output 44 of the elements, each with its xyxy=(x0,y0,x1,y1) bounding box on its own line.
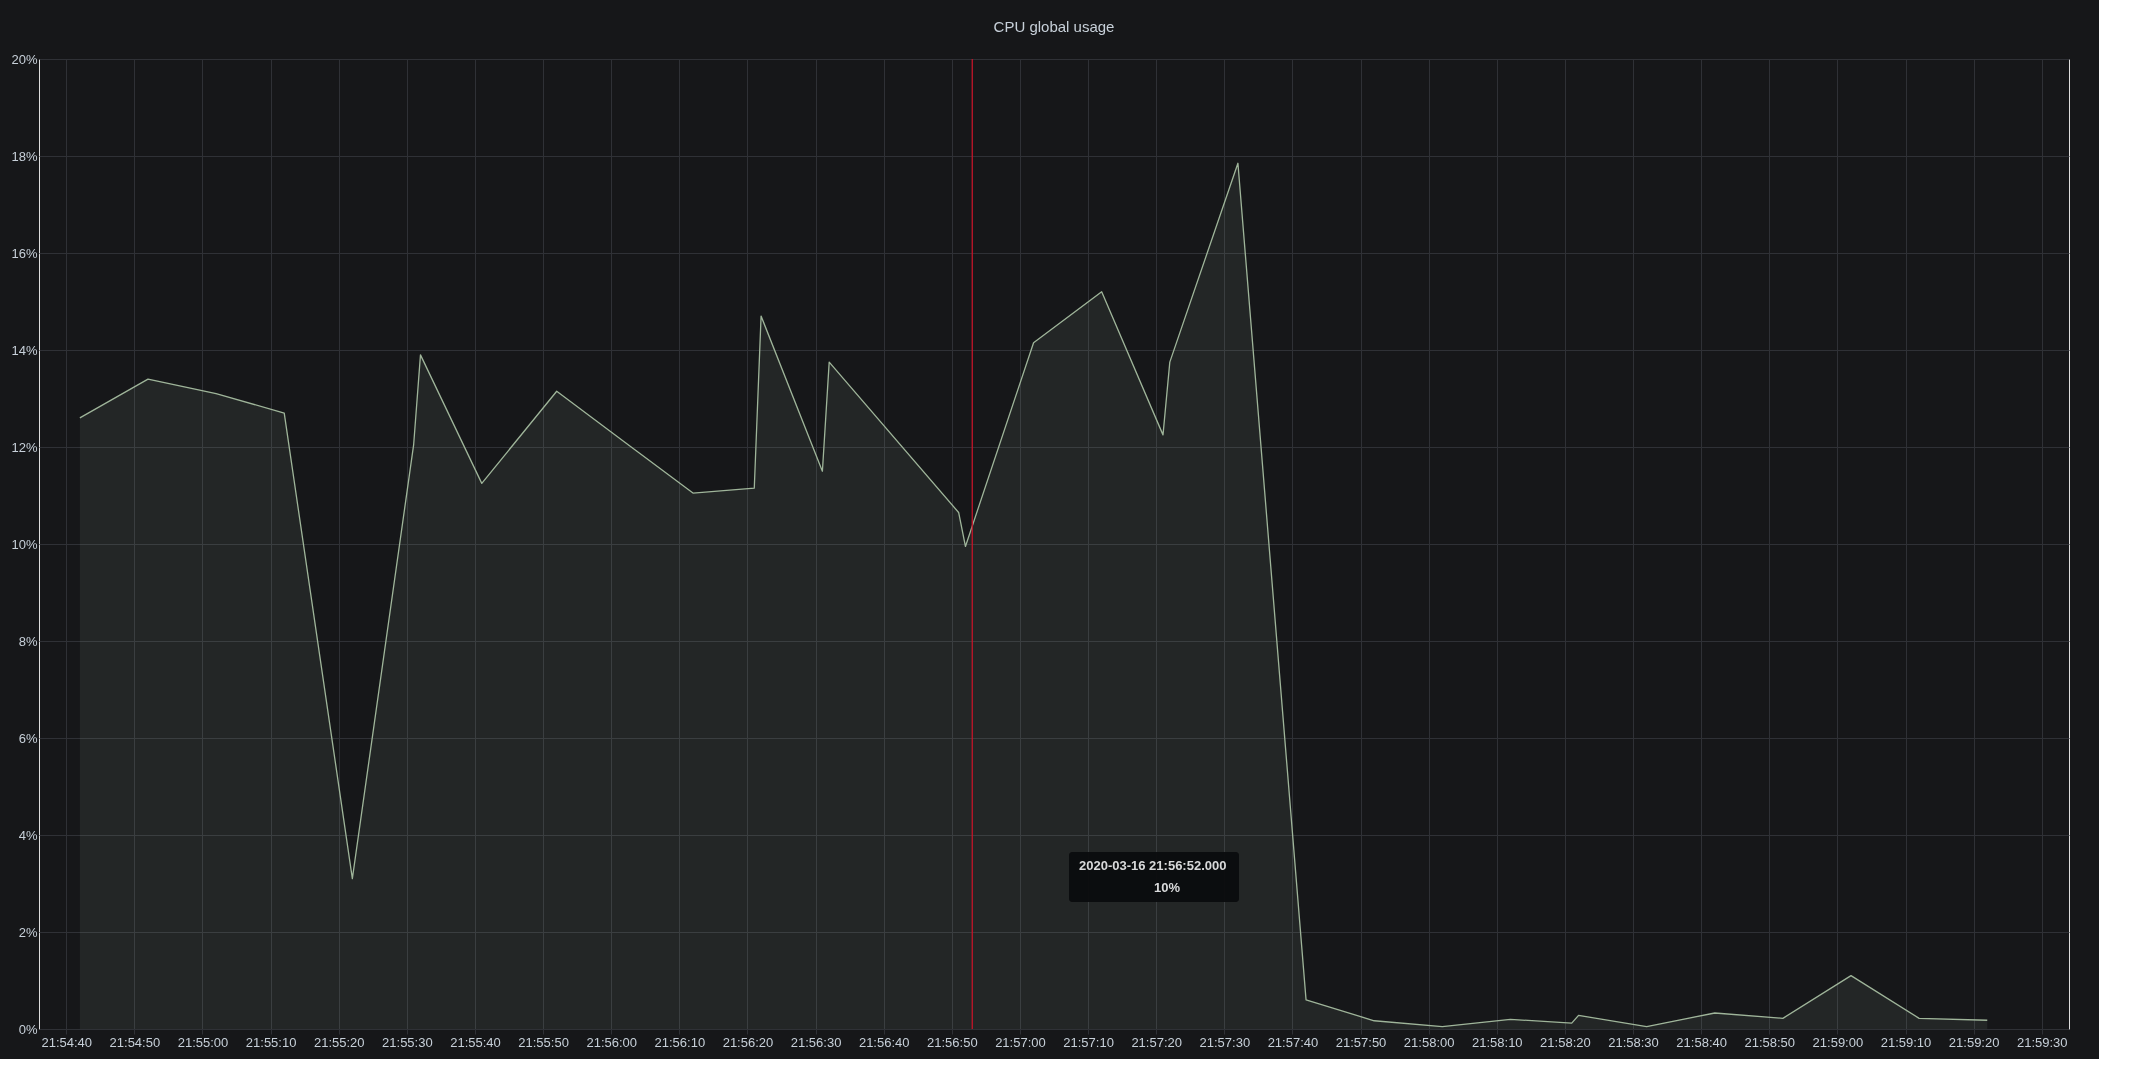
y-tick-label: 0% xyxy=(18,1021,38,1037)
x-tick-label: 21:59:20 xyxy=(1948,1034,2000,1050)
y-tick-label: 8% xyxy=(18,633,38,649)
chart-title: CPU global usage xyxy=(993,18,1115,35)
x-tick-label: 21:58:50 xyxy=(1744,1034,1796,1050)
x-tick-label: 21:57:20 xyxy=(1131,1034,1182,1050)
x-tick-label: 21:57:10 xyxy=(1063,1034,1114,1050)
y-tick-label: 14% xyxy=(11,342,38,358)
x-tick-label: 21:58:40 xyxy=(1676,1034,1727,1050)
x-tick-label: 21:58:10 xyxy=(1471,1034,1523,1050)
y-tick-label: 20% xyxy=(11,51,38,67)
x-tick-label: 21:55:40 xyxy=(450,1034,501,1050)
x-tick-label: 21:56:30 xyxy=(790,1034,842,1050)
x-tick-label: 21:59:00 xyxy=(1812,1034,1864,1050)
x-tick-label: 21:59:30 xyxy=(2016,1034,2068,1050)
x-tick-label: 21:56:00 xyxy=(586,1034,638,1050)
x-tick-label: 21:58:30 xyxy=(1608,1034,1659,1050)
y-tick-label: 16% xyxy=(11,245,38,261)
x-tick-label: 21:56:50 xyxy=(927,1034,978,1050)
x-tick-label: 21:56:40 xyxy=(858,1034,910,1050)
x-tick-label: 21:54:40 xyxy=(41,1034,93,1050)
x-tick-label: 21:59:10 xyxy=(1880,1034,1932,1050)
x-tick-label: 21:55:20 xyxy=(313,1034,365,1050)
y-tick-label: 2% xyxy=(18,924,38,940)
x-tick-label: 21:55:50 xyxy=(518,1034,569,1050)
y-tick-label: 18% xyxy=(11,148,38,164)
annotation: 2020-03-16 21:56:52.000 xyxy=(1079,858,1227,873)
x-tick-label: 21:58:00 xyxy=(1403,1034,1455,1050)
x-tick-label: 21:57:00 xyxy=(995,1034,1046,1050)
x-tick-label: 21:55:10 xyxy=(245,1034,297,1050)
y-tick-label: 10% xyxy=(11,536,38,552)
annotation: 10% xyxy=(1154,880,1181,895)
y-tick-label: 6% xyxy=(18,730,38,746)
x-tick-label: 21:58:20 xyxy=(1540,1034,1591,1050)
x-tick-label: 21:56:10 xyxy=(654,1034,706,1050)
x-tick-label: 21:57:30 xyxy=(1199,1034,1251,1050)
y-tick-label: 4% xyxy=(18,827,38,843)
y-tick-label: 12% xyxy=(11,439,38,455)
x-tick-label: 21:57:40 xyxy=(1267,1034,1319,1050)
x-tick-label: 21:55:30 xyxy=(382,1034,433,1050)
x-tick-label: 21:55:00 xyxy=(177,1034,229,1050)
x-tick-label: 21:56:20 xyxy=(722,1034,774,1050)
x-tick-label: 21:57:50 xyxy=(1335,1034,1387,1050)
x-tick-label: 21:54:50 xyxy=(109,1034,161,1050)
